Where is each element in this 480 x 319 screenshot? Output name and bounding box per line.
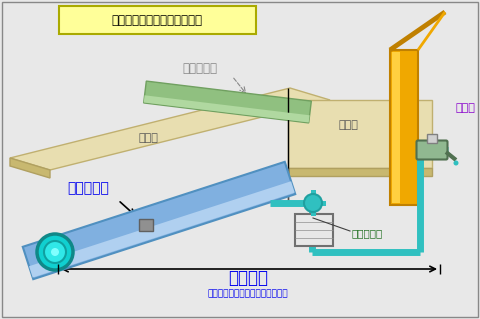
Polygon shape bbox=[144, 95, 310, 122]
FancyBboxPatch shape bbox=[417, 140, 447, 160]
Polygon shape bbox=[288, 100, 432, 168]
FancyBboxPatch shape bbox=[59, 6, 256, 34]
Ellipse shape bbox=[51, 248, 59, 256]
Polygon shape bbox=[10, 158, 50, 178]
Text: 配水管と給水装置のイメージ: 配水管と給水装置のイメージ bbox=[111, 13, 203, 26]
Ellipse shape bbox=[44, 241, 66, 263]
Polygon shape bbox=[288, 168, 432, 176]
Bar bbox=[295, 214, 333, 246]
Text: 給水装置: 給水装置 bbox=[228, 269, 268, 287]
Circle shape bbox=[304, 194, 322, 212]
Text: （給水要望者が工事費用を負担）: （給水要望者が工事費用を負担） bbox=[208, 290, 288, 299]
Text: 新設配水管: 新設配水管 bbox=[67, 181, 109, 195]
Text: 蛇　口: 蛇 口 bbox=[455, 103, 475, 113]
Polygon shape bbox=[23, 162, 295, 279]
Polygon shape bbox=[10, 88, 330, 170]
Circle shape bbox=[454, 160, 458, 166]
Bar bbox=[300, 201, 326, 205]
Text: 既設配水管: 既設配水管 bbox=[182, 62, 217, 75]
Ellipse shape bbox=[37, 234, 73, 270]
Bar bbox=[390, 50, 418, 205]
Polygon shape bbox=[144, 81, 312, 123]
Text: 宅　地: 宅 地 bbox=[338, 120, 358, 130]
Bar bbox=[311, 190, 315, 216]
Polygon shape bbox=[29, 181, 295, 278]
Text: 水道メータ: 水道メータ bbox=[352, 228, 383, 238]
Text: 道　路: 道 路 bbox=[138, 133, 158, 143]
Bar bbox=[392, 52, 400, 203]
Bar bbox=[139, 219, 153, 231]
Bar bbox=[427, 134, 437, 143]
